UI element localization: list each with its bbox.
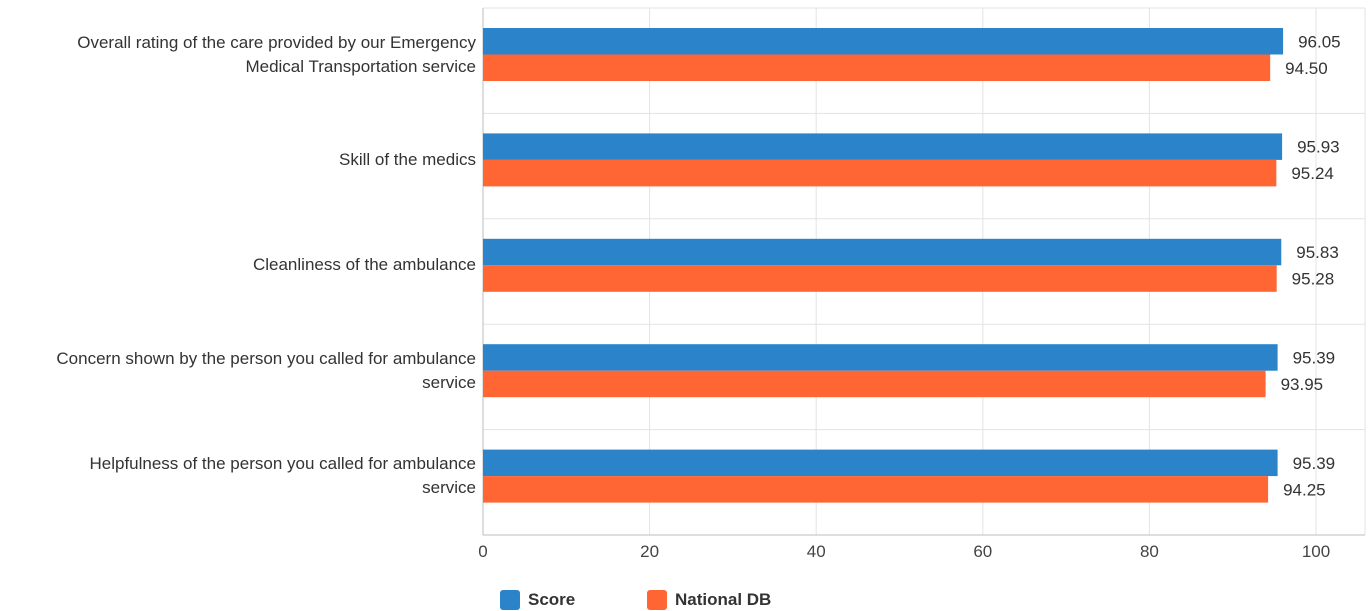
category-label: Skill of the medics [339, 148, 476, 172]
data-label: 95.83 [1296, 243, 1339, 262]
legend-item-national-db[interactable]: National DB [647, 589, 771, 611]
data-label: 94.25 [1283, 480, 1326, 499]
data-labels: 96.05 95.93 95.83 95.39 95.39 94.50 95.24 95.28… [1281, 32, 1341, 499]
category-label: Helpfulness of the person you called for… [89, 452, 476, 500]
bar-national-db[interactable] [483, 159, 1277, 187]
bars [483, 28, 1284, 503]
legend-swatch-score [500, 590, 520, 610]
category-label-line: Cleanliness of the ambulance [252, 255, 476, 275]
category-label-line: Overall rating of the care provided by o… [77, 32, 476, 52]
x-tick-label: 60 [973, 542, 992, 561]
x-tick-label: 20 [640, 542, 659, 561]
x-tick-label: 40 [807, 542, 826, 561]
bar-score[interactable] [483, 28, 1284, 55]
category-label: Overall rating of the care provided by o… [77, 31, 476, 79]
category-label: Cleanliness of the ambulance [253, 253, 476, 277]
bar-national-db[interactable] [483, 476, 1269, 503]
data-label: 95.39 [1293, 348, 1336, 367]
legend-label-national-db: National DB [675, 590, 772, 609]
category-label-line: Helpfulness of the person you called for… [89, 454, 476, 474]
data-label: 95.28 [1292, 270, 1335, 289]
x-tick-label: 80 [1140, 542, 1159, 561]
bar-score[interactable] [483, 344, 1278, 371]
bar-national-db[interactable] [483, 54, 1271, 82]
category-label-line: Concern shown by the person you called f… [56, 348, 476, 368]
data-label: 95.39 [1293, 454, 1336, 473]
data-label: 95.93 [1297, 138, 1340, 157]
data-label: 95.24 [1291, 164, 1334, 183]
bar-national-db[interactable] [483, 265, 1277, 292]
category-label: Concern shown by the person you called f… [56, 347, 476, 395]
bar-score[interactable] [483, 449, 1278, 477]
data-label: 96.05 [1298, 32, 1341, 51]
category-label-line: service [422, 478, 476, 498]
legend-item-score[interactable]: Score [500, 589, 575, 611]
category-label-line: service [422, 372, 476, 392]
x-tick-label: 100 [1302, 542, 1330, 561]
x-axis-ticks: 0 20 40 60 80 100 [478, 542, 1330, 561]
category-label-line: Skill of the medics [339, 149, 476, 169]
category-label-line: Medical Transportation service [245, 56, 476, 76]
legend-label-score: Score [528, 590, 576, 609]
data-label: 93.95 [1281, 375, 1324, 394]
bar-score[interactable] [483, 133, 1283, 160]
bar-national-db[interactable] [483, 370, 1266, 398]
x-tick-label: 0 [478, 542, 487, 561]
data-label: 94.50 [1285, 59, 1328, 78]
legend-swatch-national-db [647, 590, 667, 610]
bar-score[interactable] [483, 238, 1282, 266]
